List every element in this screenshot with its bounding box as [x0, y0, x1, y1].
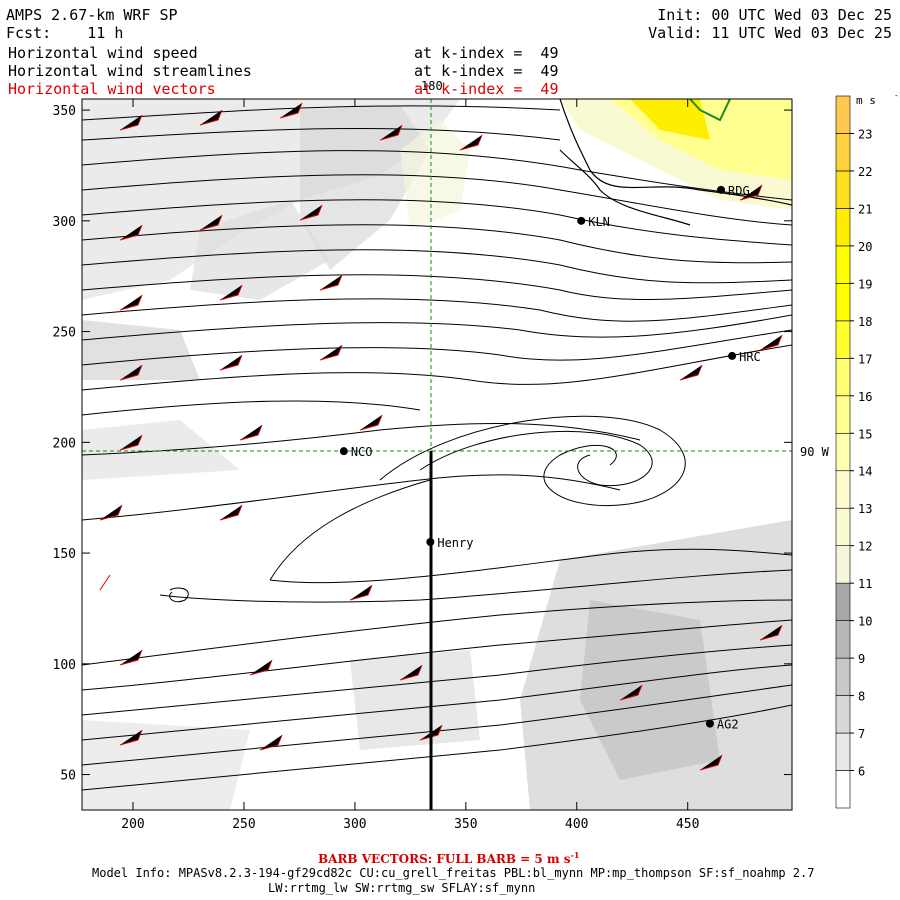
colorbar-segment — [835, 620, 851, 659]
x-tick-label: 400 — [565, 817, 588, 832]
colorbar-label: 8 — [858, 690, 865, 704]
plot-frame — [81, 98, 793, 811]
colorbar-segment — [835, 95, 851, 134]
colorbar-label: 6 — [858, 765, 865, 779]
colorbar-label: 15 — [858, 427, 872, 441]
parallel-label: 90 W — [800, 445, 830, 459]
station-marker — [339, 447, 348, 456]
y-tick-label: 150 — [53, 547, 76, 562]
station-marker — [717, 185, 725, 194]
colorbar-segment — [835, 657, 851, 696]
fcst-label: Fcst: — [6, 24, 52, 42]
y-tick-label: 250 — [53, 326, 76, 341]
field-name-speed: Horizontal wind speed — [8, 44, 198, 62]
forecast-label: Fcst: 11 h — [6, 24, 123, 42]
fcst-value: 11 h — [87, 24, 124, 42]
colorbar-segment — [835, 470, 851, 509]
colorbar-label: 20 — [858, 240, 872, 254]
x-tick-label: 200 — [121, 817, 144, 832]
y-tick-label: 100 — [53, 658, 76, 673]
valid-time: Valid: 11 UTC Wed 03 Dec 25 — [648, 24, 892, 42]
colorbar-segment — [835, 695, 851, 734]
colorbar-segment — [835, 545, 851, 584]
colorbar-segment — [835, 208, 851, 247]
land-outline — [689, 98, 731, 122]
x-tick-label: 300 — [343, 817, 366, 832]
colorbar-segment — [835, 133, 851, 172]
colorbar: 6 7 8 9 10 11 12 13 14 15 16 17 18 19 20 21 22 23 m s -1 — [835, 91, 900, 809]
field-level-vectors: at k-index = 49 — [414, 80, 559, 98]
colorbar-segment — [835, 732, 851, 771]
colorbar-segment — [835, 395, 851, 434]
x-tick-label: 350 — [454, 817, 477, 832]
field-level-streamlines: at k-index = 49 — [414, 62, 559, 80]
station-label: Henry — [437, 536, 473, 550]
colorbar-label: 16 — [858, 390, 872, 404]
station-marker — [426, 537, 435, 546]
x-tick-label: 250 — [232, 817, 255, 832]
field-name-streamlines: Horizontal wind streamlines — [8, 62, 252, 80]
station-label: HRC — [739, 350, 761, 364]
barb-legend: BARB VECTORS: FULL BARB = 5 m s-1 — [318, 850, 579, 866]
colorbar-label: 17 — [858, 352, 872, 366]
colorbar-label: 12 — [858, 540, 872, 554]
barb-legend-text: BARB VECTORS: FULL BARB = 5 m s — [318, 852, 571, 866]
axis-ticks: 200 250 300 350 400 450 350 300 250 200 150 100 50 — [53, 99, 792, 832]
colorbar-segment — [835, 170, 851, 209]
colorbar-segment — [835, 770, 851, 809]
colorbar-segment — [835, 432, 851, 472]
field-name-vectors: Horizontal wind vectors — [8, 80, 216, 98]
y-tick-label: 350 — [53, 104, 76, 119]
colorbar-segment — [835, 507, 851, 546]
x-tick-label: 450 — [676, 817, 699, 832]
init-time: Init: 00 UTC Wed 03 Dec 25 — [657, 6, 892, 24]
colorbar-unit: m s — [856, 94, 876, 107]
wind-barbs — [99, 102, 783, 771]
colorbar-label: 14 — [858, 465, 872, 479]
colorbar-segment — [835, 358, 851, 397]
colorbar-label: 9 — [858, 652, 865, 666]
station-label: AG2 — [717, 718, 739, 732]
colorbar-label: 21 — [858, 202, 872, 216]
colorbar-label: 10 — [858, 615, 872, 629]
colorbar-label: 18 — [858, 315, 872, 329]
station-marker — [705, 719, 714, 728]
colorbar-segment — [835, 320, 851, 359]
colorbar-label: 19 — [858, 277, 872, 291]
barb-legend-exp: -1 — [570, 850, 580, 860]
colorbar-segment — [835, 283, 851, 322]
colorbar-label: 7 — [858, 727, 865, 741]
y-tick-label: 50 — [60, 769, 76, 784]
station-label: RDG — [728, 184, 750, 198]
colorbar-label: 11 — [858, 577, 872, 591]
field-level-speed: at k-index = 49 — [414, 44, 559, 62]
station-label: KLN — [588, 215, 610, 229]
colorbar-label: 23 — [858, 127, 872, 141]
station-marker — [577, 216, 586, 225]
colorbar-label: 13 — [858, 502, 872, 516]
station-label: NCO — [351, 445, 373, 459]
colorbar-segment — [835, 582, 851, 621]
meridian-label: 180 — [421, 79, 443, 93]
wind-speed-shading — [82, 99, 792, 810]
colorbar-label: 22 — [858, 165, 872, 179]
stations: KLN RDG HRC NCO Henry AG2 — [339, 184, 761, 732]
y-tick-label: 200 — [53, 436, 76, 451]
colorbar-unit-exp: -1 — [894, 91, 900, 100]
model-title: AMPS 2.67-km WRF SP — [6, 6, 178, 24]
station-marker — [728, 351, 737, 360]
model-info: Model Info: MPASv8.2.3-194-gf29cd82c CU:… — [92, 866, 815, 880]
colorbar-segment — [835, 245, 851, 284]
model-info-physics: LW:rrtmg_lw SW:rrtmg_sw SFLAY:sf_mynn — [268, 881, 536, 895]
y-tick-label: 300 — [53, 215, 76, 230]
